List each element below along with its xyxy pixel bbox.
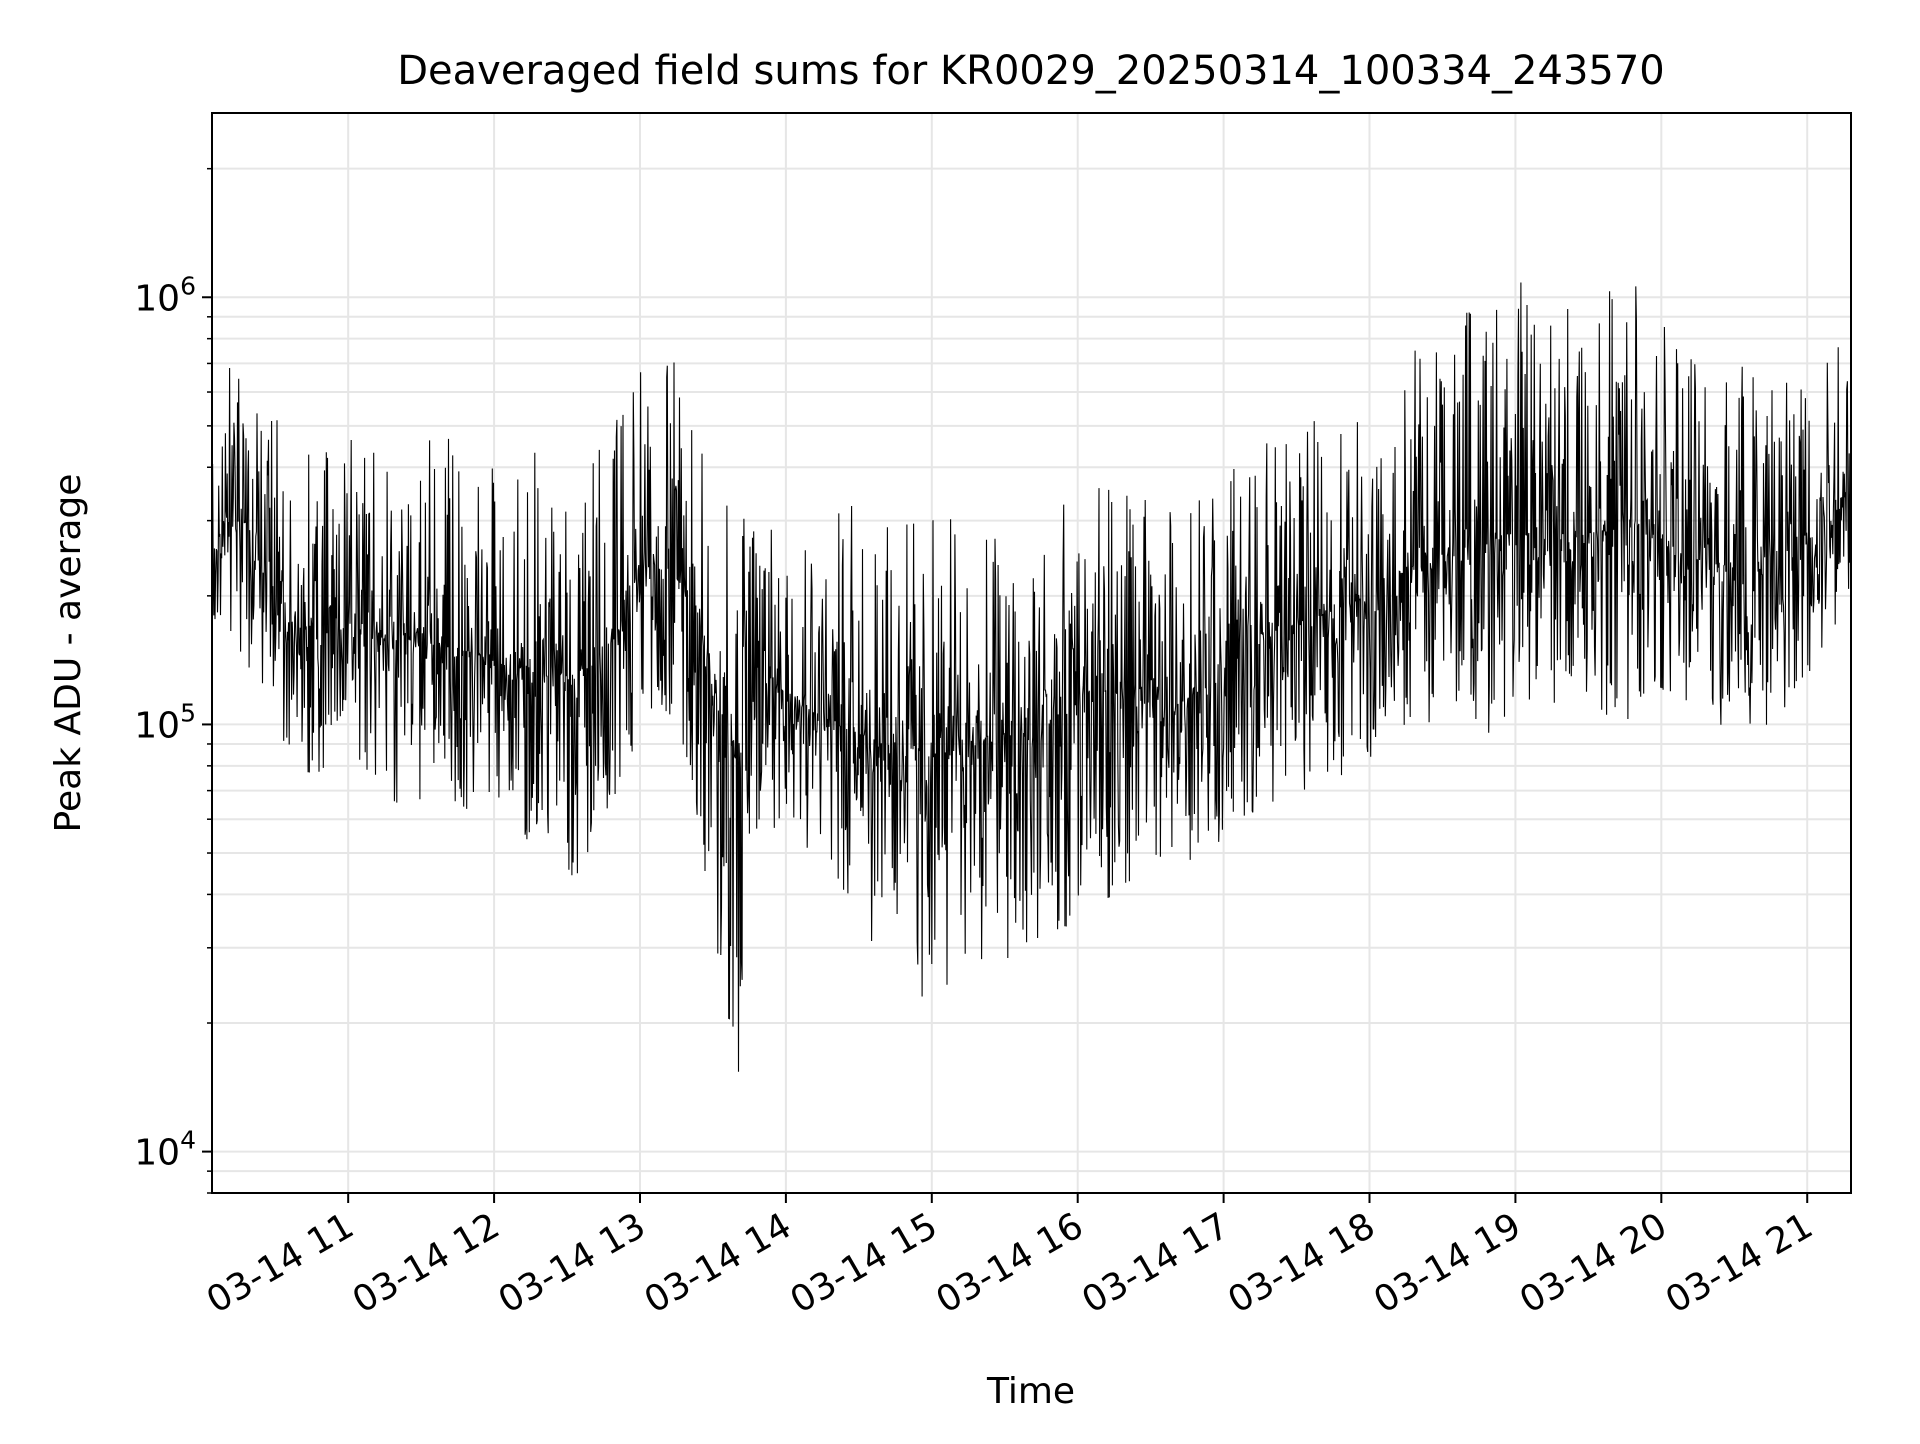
y-tick-label: 106	[134, 271, 196, 319]
x-axis-label: Time	[986, 1371, 1075, 1412]
series-layer	[211, 282, 1852, 1072]
y-tick-label: 105	[134, 698, 196, 746]
y-axis-label: Peak ADU - average	[48, 474, 89, 833]
y-tick-label: 104	[134, 1126, 196, 1174]
plot-area-frame	[211, 112, 1852, 1194]
chart-title: Deaveraged field sums for KR0029_2025031…	[397, 48, 1665, 94]
series-line	[211, 282, 1852, 1072]
